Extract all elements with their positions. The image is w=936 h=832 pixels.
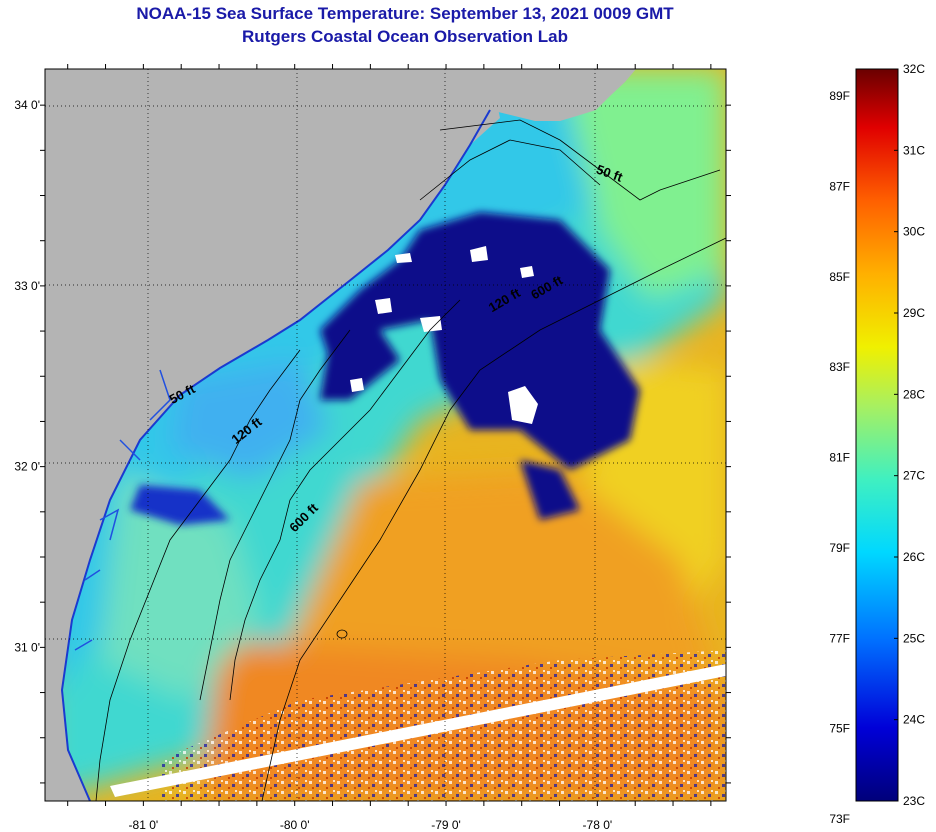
land-southeast-us — [45, 69, 500, 801]
lon-tick-label: -79 0' — [431, 818, 461, 832]
colorbar-frame — [855, 68, 899, 802]
lon-tick-label: -81 0' — [129, 818, 159, 832]
colorbar — [856, 69, 898, 801]
colorbar-fahrenheit-label: 75F — [829, 722, 850, 736]
colorbar-celsius-label: 31C — [903, 143, 925, 157]
colorbar-celsius-label: 27C — [903, 469, 925, 483]
lat-tick-label: 34 0' — [14, 98, 40, 112]
lat-tick-label: 33 0' — [14, 279, 40, 293]
colorbar-fahrenheit-label: 89F — [829, 89, 850, 103]
swath-gap — [110, 664, 726, 797]
graticule — [45, 69, 726, 801]
colorbar-fahrenheit-label: 85F — [829, 270, 850, 284]
map-title: NOAA-15 Sea Surface Temperature: Septemb… — [136, 4, 674, 23]
coastline — [60, 109, 491, 801]
colorbar-celsius-label: 24C — [903, 713, 925, 727]
map-frame — [44, 68, 727, 802]
colorbar-celsius-label: 23C — [903, 794, 925, 808]
colorbar-fahrenheit-label: 77F — [829, 631, 850, 645]
colorbar-celsius-label: 32C — [903, 62, 925, 76]
lon-tick-label: -80 0' — [280, 818, 310, 832]
colorbar-fahrenheit-label: 73F — [829, 812, 850, 826]
colorbar-celsius-label: 30C — [903, 225, 925, 239]
colorbar-fahrenheit-label: 87F — [829, 179, 850, 193]
colorbar-fahrenheit-label: 81F — [829, 451, 850, 465]
colorbar-celsius-label: 28C — [903, 387, 925, 401]
colorbar-fahrenheit-label: 83F — [829, 360, 850, 374]
colorbar-celsius-label: 25C — [903, 631, 925, 645]
depth-contours — [95, 119, 726, 801]
colorbar-celsius-label: 26C — [903, 550, 925, 564]
lon-tick-label: -78 0' — [583, 818, 613, 832]
colorbar-fahrenheit-label: 79F — [829, 541, 850, 555]
lat-tick-label: 32 0' — [14, 460, 40, 474]
map-subtitle: Rutgers Coastal Ocean Observation Lab — [242, 27, 568, 46]
colorbar-celsius-label: 29C — [903, 306, 925, 320]
lat-tick-label: 31 0' — [14, 640, 40, 654]
